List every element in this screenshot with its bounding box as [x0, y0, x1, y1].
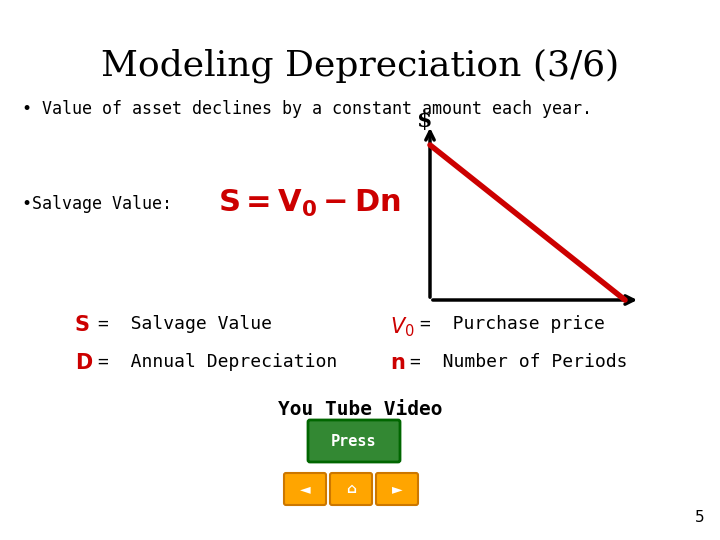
- FancyBboxPatch shape: [308, 420, 400, 462]
- Text: $: $: [418, 110, 433, 132]
- Text: =  Purchase price: = Purchase price: [420, 315, 605, 333]
- Text: =  Annual Depreciation: = Annual Depreciation: [98, 353, 337, 371]
- Text: You Tube Video: You Tube Video: [278, 400, 442, 419]
- Text: ⌂: ⌂: [346, 482, 356, 496]
- Text: S: S: [75, 315, 90, 335]
- FancyBboxPatch shape: [284, 473, 326, 505]
- FancyBboxPatch shape: [330, 473, 372, 505]
- Text: n: n: [390, 353, 405, 373]
- Text: =  Number of Periods: = Number of Periods: [410, 353, 628, 371]
- Text: • Value of asset declines by a constant amount each year.: • Value of asset declines by a constant …: [22, 100, 592, 118]
- Text: ◄: ◄: [300, 482, 310, 496]
- Text: =  Salvage Value: = Salvage Value: [98, 315, 272, 333]
- Text: Modeling Depreciation (3/6): Modeling Depreciation (3/6): [101, 48, 619, 83]
- Text: $V_0$: $V_0$: [390, 315, 415, 339]
- Text: $\mathbf{S = V_0 - Dn}$: $\mathbf{S = V_0 - Dn}$: [218, 188, 401, 219]
- Text: •Salvage Value:: •Salvage Value:: [22, 195, 182, 213]
- FancyBboxPatch shape: [376, 473, 418, 505]
- Text: 5: 5: [696, 510, 705, 525]
- Text: D: D: [75, 353, 92, 373]
- Text: ►: ►: [392, 482, 402, 496]
- Text: Press: Press: [331, 434, 377, 449]
